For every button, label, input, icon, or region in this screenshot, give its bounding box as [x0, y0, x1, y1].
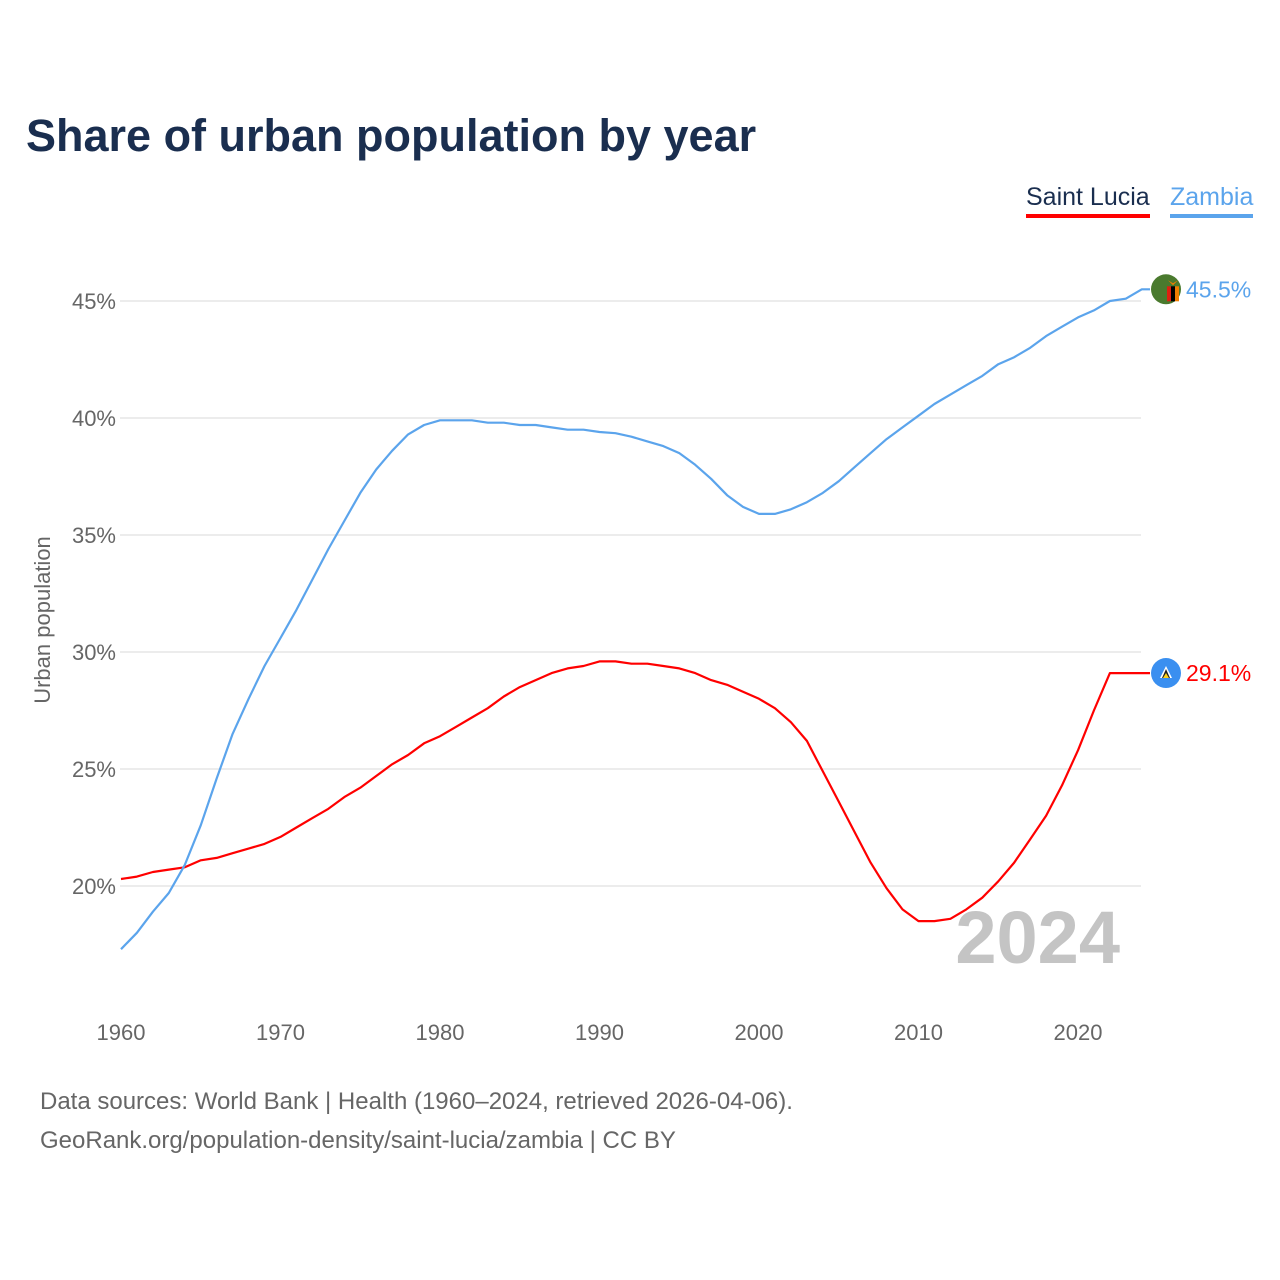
y-tick-label: 45% [72, 289, 116, 314]
y-tick-label: 35% [72, 523, 116, 548]
x-tick-label: 2020 [1054, 1020, 1103, 1045]
series-line-zambia [120, 288, 1150, 950]
flag-stripe [1175, 286, 1179, 302]
year-watermark: 2024 [955, 896, 1120, 979]
legend-zambia[interactable]: Zambia [1170, 183, 1254, 218]
flag-triangle [1163, 673, 1169, 679]
x-tick-label: 2010 [894, 1020, 943, 1045]
series-line-saint-lucia [120, 660, 1150, 923]
flag-eagle [1168, 280, 1178, 286]
y-axis-label: Urban population [30, 536, 55, 704]
y-tick-label: 20% [72, 874, 116, 899]
zambia-flag-icon [1151, 274, 1181, 305]
flag-stripe [1171, 286, 1175, 302]
x-tick-label: 1960 [97, 1020, 146, 1045]
y-tick-label: 25% [72, 757, 116, 782]
flag-stripe [1167, 286, 1171, 302]
x-tick-label: 1990 [575, 1020, 624, 1045]
y-tick-label: 30% [72, 640, 116, 665]
source-note: Data sources: World Bank | Health (1960–… [40, 1088, 793, 1115]
y-tick-label: 40% [72, 406, 116, 431]
x-tick-label: 1970 [256, 1020, 305, 1045]
legend-saint-lucia[interactable]: Saint Lucia [1026, 183, 1150, 218]
end-value-label-zambia: 45.5% [1186, 276, 1251, 302]
chart-title: Share of urban population by year [26, 110, 757, 161]
x-tick-label: 1980 [416, 1020, 465, 1045]
x-tick-label: 2000 [735, 1020, 784, 1045]
source-link[interactable]: GeoRank.org/population-density/saint-luc… [40, 1127, 676, 1154]
saint-lucia-flag-icon [1151, 658, 1181, 689]
end-value-label-saint-lucia: 29.1% [1186, 660, 1251, 686]
